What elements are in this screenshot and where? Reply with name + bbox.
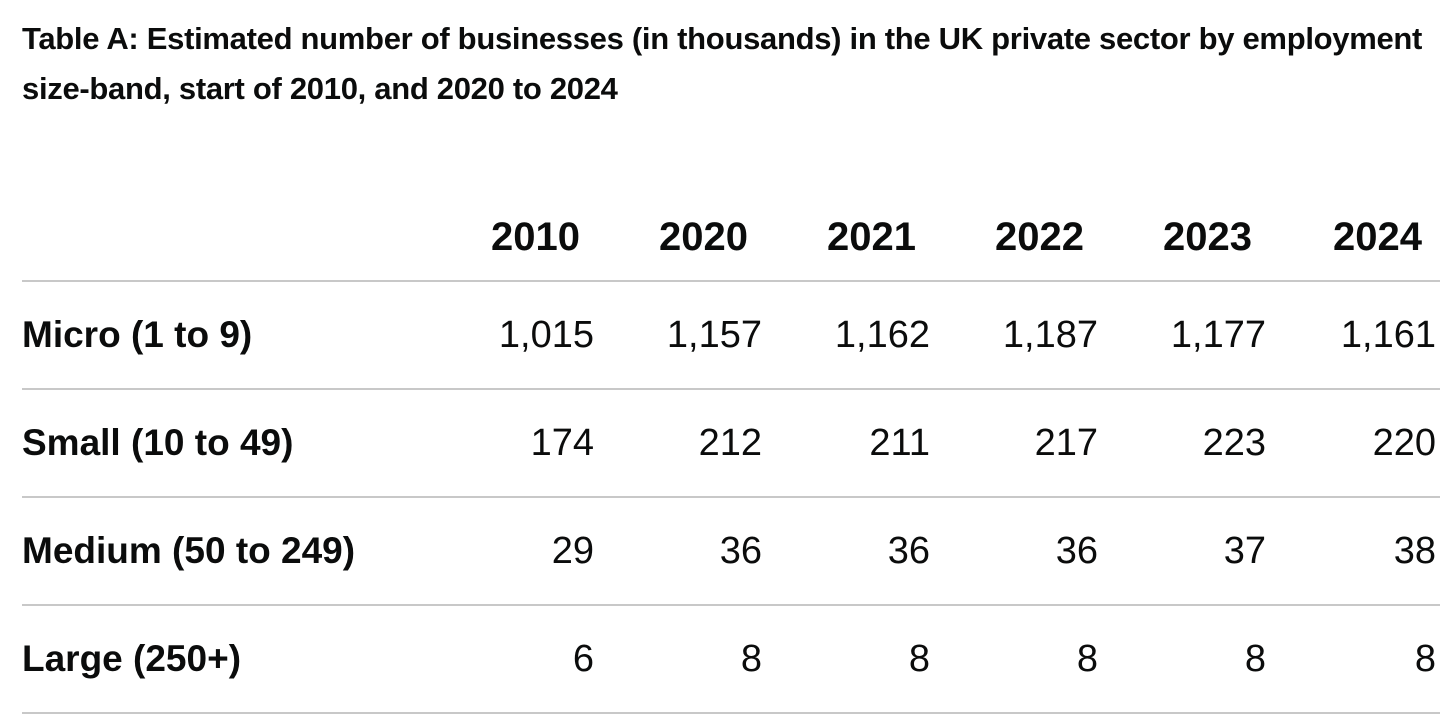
- table-cell: 220: [1270, 389, 1440, 498]
- table-cell: 36: [766, 497, 934, 606]
- table-cell: 8: [934, 605, 1102, 714]
- corner-cell: [22, 110, 430, 282]
- table-body: Micro (1 to 9) 1,015 1,157 1,162 1,187 1,177 1…: [22, 281, 1440, 714]
- table-cell: 8: [766, 605, 934, 714]
- table-cell: 8: [1270, 605, 1440, 714]
- table-cell: 29: [430, 497, 598, 606]
- header-row: 2010 2020 2021 2022 2023 2024: [22, 110, 1440, 282]
- data-table: 2010 2020 2021 2022 2023 2024 Micro (1 to 9) 1…: [22, 110, 1440, 714]
- table-cell: 212: [598, 389, 766, 498]
- table-row: Micro (1 to 9) 1,015 1,157 1,162 1,187 1,177 1…: [22, 281, 1440, 390]
- table-cell: 1,161: [1270, 281, 1440, 390]
- table-cell: 1,157: [598, 281, 766, 390]
- table-cell: 37: [1102, 497, 1270, 606]
- column-header: 2024: [1270, 110, 1440, 282]
- table-cell: 211: [766, 389, 934, 498]
- table-cell: 1,177: [1102, 281, 1270, 390]
- table-cell: 36: [598, 497, 766, 606]
- column-header: 2022: [934, 110, 1102, 282]
- table-row: Medium (50 to 249) 29 36 36 36 37 38: [22, 497, 1440, 606]
- table-cell: 1,015: [430, 281, 598, 390]
- column-header: 2010: [430, 110, 598, 282]
- table-cell: 1,187: [934, 281, 1102, 390]
- table-cell: 217: [934, 389, 1102, 498]
- column-header: 2023: [1102, 110, 1270, 282]
- column-header: 2020: [598, 110, 766, 282]
- table-cell: 38: [1270, 497, 1440, 606]
- table-cell: 8: [598, 605, 766, 714]
- table-cell: 223: [1102, 389, 1270, 498]
- row-label: Small (10 to 49): [22, 389, 430, 498]
- table-cell: 174: [430, 389, 598, 498]
- row-label: Medium (50 to 249): [22, 497, 430, 606]
- table-caption: Table A: Estimated number of businesses …: [22, 21, 1423, 106]
- table-row: Large (250+) 6 8 8 8 8 8: [22, 605, 1440, 714]
- column-header: 2021: [766, 110, 934, 282]
- row-label: Micro (1 to 9): [22, 281, 430, 390]
- table-row: Small (10 to 49) 174 212 211 217 223 220: [22, 389, 1440, 498]
- table-cell: 36: [934, 497, 1102, 606]
- table-cell: 8: [1102, 605, 1270, 714]
- table-cell: 1,162: [766, 281, 934, 390]
- table-cell: 6: [430, 605, 598, 714]
- row-label: Large (250+): [22, 605, 430, 714]
